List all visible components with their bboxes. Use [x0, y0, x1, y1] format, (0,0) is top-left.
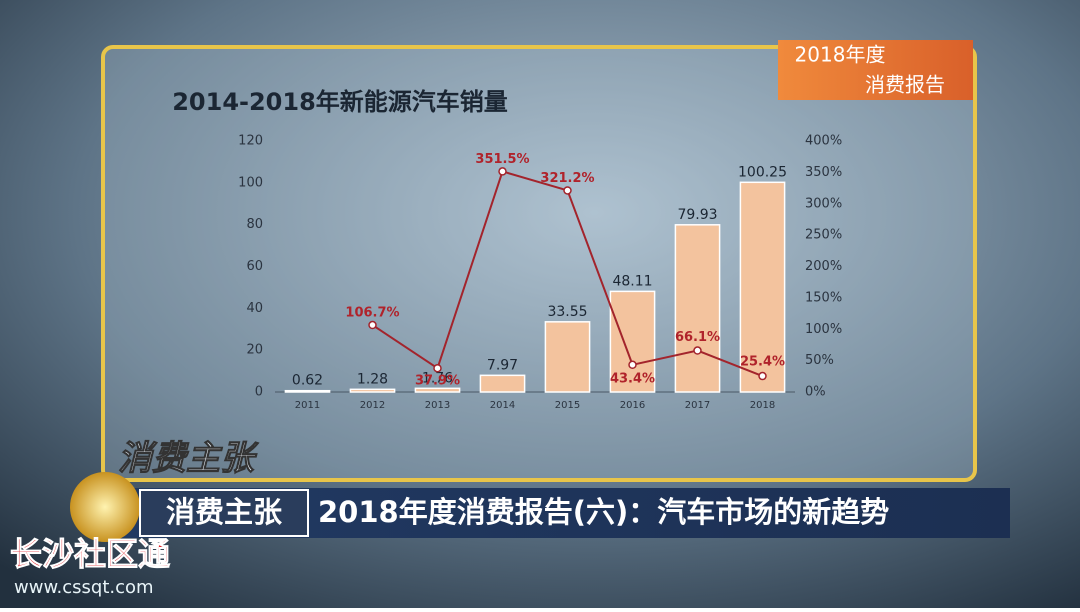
- y-tick-label: 80: [246, 217, 263, 232]
- line-label: 43.4%: [610, 371, 655, 386]
- line-label: 66.1%: [675, 330, 720, 345]
- line-marker: [758, 371, 767, 381]
- bar: [414, 387, 461, 393]
- y2-tick-label: 300%: [805, 196, 842, 211]
- line-label: 321.2%: [540, 171, 594, 186]
- y-tick-label: 60: [246, 259, 263, 274]
- x-tick-label: 2017: [685, 400, 710, 411]
- badge-text: 消费报告: [865, 73, 945, 97]
- bar-label: 0.62: [292, 373, 323, 389]
- y2-tick-label: 100%: [805, 322, 842, 337]
- watermark: 长沙社区通: [10, 535, 170, 573]
- y2-tick-label: 200%: [805, 259, 842, 274]
- banner-headline: 2018年度消费报告(六)：汽车市场的新趋势: [318, 495, 889, 529]
- x-tick-label: 2015: [555, 400, 580, 411]
- x-tick-label: 2012: [360, 400, 385, 411]
- line-marker: [368, 320, 377, 330]
- globe: [70, 472, 140, 542]
- y2-tick-label: 350%: [805, 165, 842, 180]
- line-marker: [498, 167, 507, 176]
- x-tick-label: 2011: [295, 400, 320, 411]
- x-tick-label: 2018: [750, 400, 775, 411]
- y-tick-label: 40: [246, 301, 263, 316]
- bar: [739, 181, 786, 393]
- watermark-url: www.cssqt.com: [14, 577, 154, 598]
- bar-label: 1.28: [357, 371, 388, 387]
- line-marker: [628, 360, 637, 370]
- bar: [349, 388, 396, 393]
- line-label: 37.9%: [415, 374, 460, 389]
- y-tick-label: 120: [238, 134, 263, 149]
- chart-title: 2014-2018年新能源汽车销量: [172, 88, 508, 116]
- banner-tag: 消费主张: [166, 495, 283, 529]
- bar-label: 33.55: [547, 304, 587, 320]
- line-marker: [693, 346, 702, 355]
- bar-label: 1.76: [422, 370, 453, 386]
- y2-tick-label: 400%: [805, 134, 842, 149]
- logo: 消费主张: [118, 439, 259, 479]
- bar-label: 7.97: [487, 357, 518, 373]
- x-tick-label: 2014: [490, 400, 515, 411]
- bar: [674, 224, 721, 393]
- bar-label: 79.93: [677, 207, 717, 223]
- bar-label: 48.11: [612, 273, 652, 289]
- y2-tick-label: 0%: [805, 385, 826, 400]
- banner-tag-bg: [139, 489, 309, 537]
- x-tick-label: 2016: [620, 400, 645, 411]
- line-marker: [433, 363, 442, 373]
- plot: 0 20 40 60 80 100 120 0% 50% 100% 150% 200% 250% 300%…: [238, 134, 842, 412]
- bar-label: 100.25: [738, 164, 787, 180]
- y-tick-label: 20: [246, 343, 263, 358]
- badge-bg: [778, 40, 973, 100]
- line-marker: [563, 186, 572, 195]
- line-label: 351.5%: [475, 152, 529, 167]
- y2-tick-label: 150%: [805, 290, 842, 305]
- y2-tick-label: 250%: [805, 228, 842, 243]
- badge-text: 2018年度: [795, 43, 886, 67]
- y2-tick-label: 50%: [805, 353, 834, 368]
- bar: [479, 374, 526, 393]
- line-label: 106.7%: [345, 306, 399, 321]
- bar: [284, 389, 331, 393]
- x-tick-label: 2013: [425, 400, 450, 411]
- line-label: 25.4%: [740, 355, 785, 370]
- bar: [609, 290, 656, 393]
- y-tick-label: 100: [238, 175, 263, 190]
- bar: [544, 321, 591, 393]
- y-tick-label: 0: [255, 385, 263, 400]
